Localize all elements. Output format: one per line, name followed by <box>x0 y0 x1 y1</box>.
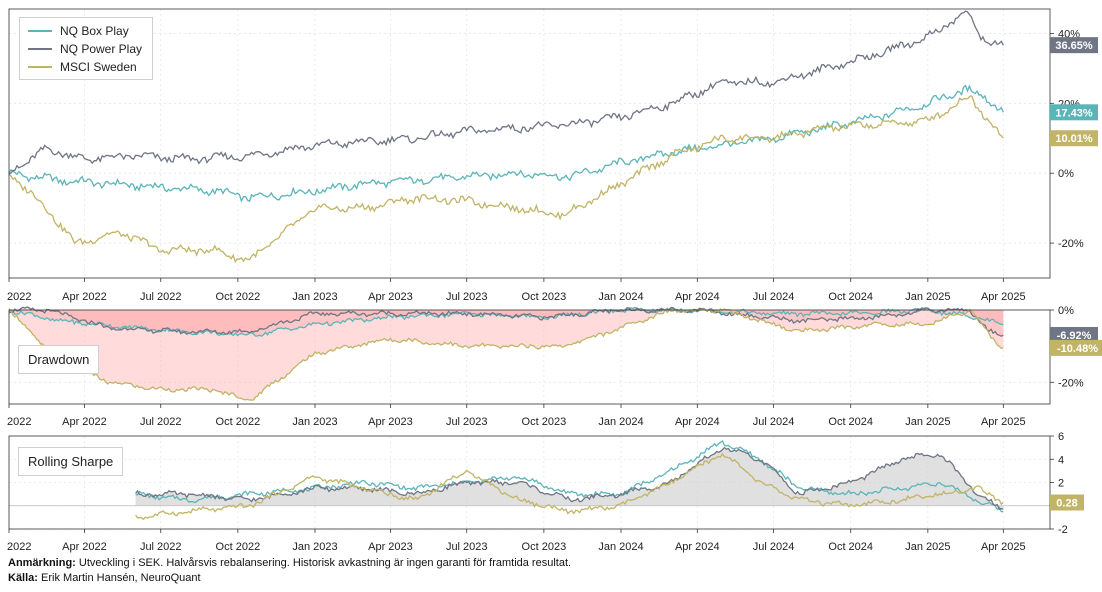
legend-item: NQ Box Play <box>28 22 142 40</box>
x-tick-label: Oct 2024 <box>828 291 873 303</box>
x-tick-label: Jan 2023 <box>292 416 337 428</box>
end-label-box <box>1050 37 1098 54</box>
end-label-box <box>1050 339 1102 356</box>
series-line-nq-power-play <box>8 10 1004 175</box>
x-tick-label: Jan 2025 <box>905 416 950 428</box>
end-label-box <box>1050 130 1098 147</box>
drawdown-panel-label: Drawdown <box>18 345 100 374</box>
x-tick-label: Jul 2024 <box>753 291 795 303</box>
end-value-label: 0.28 <box>1056 497 1077 509</box>
series-line-nq-power-play <box>8 306 1004 337</box>
x-tick-label: Apr 2023 <box>368 541 413 553</box>
end-value-label: -6.92% <box>1057 330 1092 342</box>
x-tick-label: Apr 2024 <box>675 416 720 428</box>
x-tick-label: Jan 2025 <box>905 291 950 303</box>
chart-panel-2: 0% -20% -6.92%-10.48% 2022 Apr 2022 Jul 2022 O… <box>7 305 1102 428</box>
footnote-source-label: Källa: <box>8 572 38 584</box>
x-tick-label: Jan 2023 <box>292 541 337 553</box>
plot-frame <box>8 8 1051 279</box>
legend-swatch <box>28 66 52 68</box>
y-tick-label: 6 <box>1058 431 1064 443</box>
y-tick-label: -20% <box>1058 238 1084 250</box>
x-tick-label: Apr 2024 <box>675 291 720 303</box>
x-tick-label: Jan 2023 <box>292 291 337 303</box>
x-tick-label: Jan 2024 <box>598 291 643 303</box>
x-tick-label: Oct 2023 <box>522 291 567 303</box>
x-tick-label: 2022 <box>7 416 31 428</box>
drawdown-area-2 <box>9 307 1004 337</box>
end-value-label: -10.48% <box>1057 343 1098 355</box>
y-tick-label: 0% <box>1058 305 1074 317</box>
x-tick-label: Oct 2023 <box>522 541 567 553</box>
plot-frame <box>8 309 1051 405</box>
y-tick-label: 4 <box>1058 454 1064 466</box>
legend-swatch <box>28 30 52 32</box>
legend-label: MSCI Sweden <box>60 60 137 74</box>
y-tick-label: -2 <box>1058 524 1068 536</box>
x-tick-label: Apr 2022 <box>62 416 107 428</box>
series-line-msci-sweden <box>135 452 1004 521</box>
x-tick-label: Jan 2024 <box>598 416 643 428</box>
legend-item: MSCI Sweden <box>28 58 142 76</box>
y-tick-label: 0% <box>1058 168 1074 180</box>
x-tick-label: Oct 2024 <box>828 541 873 553</box>
x-tick-label: Jul 2024 <box>753 541 795 553</box>
rolling-sharpe-panel-label: Rolling Sharpe <box>18 447 124 476</box>
x-tick-label: Apr 2023 <box>368 416 413 428</box>
x-tick-label: Apr 2025 <box>981 416 1026 428</box>
footnote-source: Källa: Erik Martin Hansén, NeuroQuant <box>8 572 201 584</box>
y-tick-label: 2 <box>1058 478 1064 490</box>
y-tick-label: -20% <box>1058 377 1084 389</box>
x-tick-label: Apr 2022 <box>62 291 107 303</box>
chart-legend: NQ Box Play NQ Power Play MSCI Sweden <box>19 17 154 80</box>
footnote-note: Anmärkning: Utveckling i SEK. Halvårsvis… <box>8 557 571 569</box>
x-tick-label: Jan 2024 <box>598 541 643 553</box>
x-tick-label: Jul 2022 <box>140 416 182 428</box>
end-value-label: 17.43% <box>1055 107 1093 119</box>
legend-label: NQ Box Play <box>60 24 129 38</box>
footnote-note-label: Anmärkning: <box>8 557 76 569</box>
x-tick-label: Oct 2022 <box>216 291 261 303</box>
end-label-box <box>1050 494 1084 511</box>
drawdown-area-3 <box>9 308 1004 401</box>
x-tick-label: Apr 2022 <box>62 541 107 553</box>
x-tick-label: Jul 2023 <box>446 416 488 428</box>
legend-swatch <box>28 48 52 50</box>
x-tick-label: Jul 2024 <box>753 416 795 428</box>
end-label-box <box>1050 327 1098 344</box>
x-tick-label: Jul 2023 <box>446 541 488 553</box>
x-tick-label: Jul 2022 <box>140 291 182 303</box>
x-tick-label: 2022 <box>7 291 31 303</box>
footnote-note-text: Utveckling i SEK. Halvårsvis rebalanseri… <box>75 557 572 569</box>
x-tick-label: Jan 2025 <box>905 541 950 553</box>
footnote-source-text: Erik Martin Hansén, NeuroQuant <box>37 572 201 584</box>
x-tick-label: Apr 2024 <box>675 541 720 553</box>
x-tick-label: 2022 <box>7 541 31 553</box>
x-tick-label: Apr 2025 <box>981 541 1026 553</box>
x-tick-label: Oct 2022 <box>216 416 261 428</box>
series-line-msci-sweden <box>8 95 1004 264</box>
series-line-nq-box-play <box>8 84 1004 203</box>
sharpe-area <box>135 447 1004 510</box>
legend-item: NQ Power Play <box>28 40 142 58</box>
end-value-label: 36.65% <box>1055 40 1093 52</box>
series-line-msci-sweden <box>8 308 1004 401</box>
x-tick-label: Oct 2023 <box>522 416 567 428</box>
x-tick-label: Apr 2025 <box>981 291 1026 303</box>
series-line-nq-power-play <box>135 446 1004 511</box>
legend-label: NQ Power Play <box>60 42 143 56</box>
x-tick-label: Jul 2023 <box>446 291 488 303</box>
x-tick-label: Oct 2022 <box>216 541 261 553</box>
end-label-box <box>1050 104 1098 121</box>
x-tick-label: Oct 2024 <box>828 416 873 428</box>
x-tick-label: Jul 2022 <box>140 541 182 553</box>
drawdown-area-1 <box>9 307 1004 337</box>
end-value-label: 10.01% <box>1055 133 1093 145</box>
x-tick-label: Apr 2023 <box>368 291 413 303</box>
